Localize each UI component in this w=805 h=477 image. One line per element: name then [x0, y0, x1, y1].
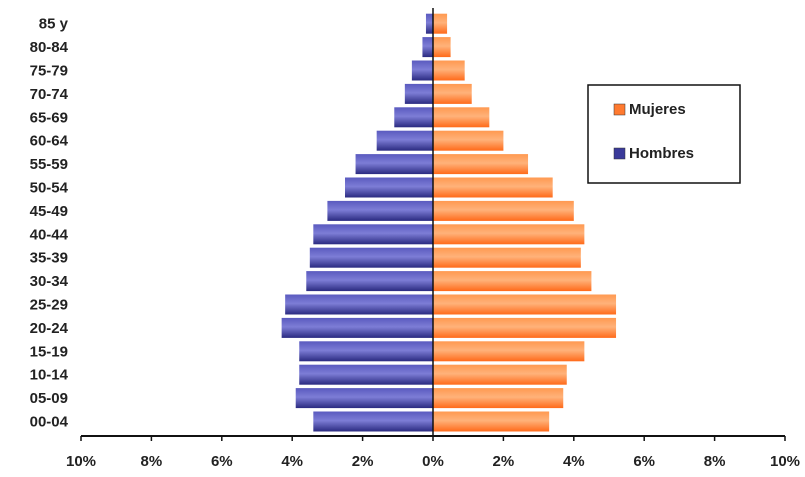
bar-mujeres-35-39 — [433, 247, 581, 268]
bar-hombres-85-y — [425, 13, 433, 34]
bar-hombres-20-24 — [281, 317, 433, 338]
category-label: 50-54 — [30, 180, 69, 197]
bar-mujeres-30-34 — [433, 271, 592, 292]
bar-mujeres-80-84 — [433, 37, 451, 58]
x-tick-label: 10% — [66, 453, 96, 470]
legend-label-hombres: Hombres — [629, 145, 694, 162]
category-label: 80-84 — [30, 39, 69, 56]
x-tick-label: 4% — [281, 453, 303, 470]
category-label: 65-69 — [30, 109, 68, 126]
x-tick-label: 4% — [563, 453, 585, 470]
category-label: 40-44 — [30, 226, 69, 243]
x-tick-label: 8% — [704, 453, 726, 470]
bar-hombres-65-69 — [394, 107, 433, 128]
category-label: 70-74 — [30, 86, 69, 103]
bar-hombres-70-74 — [404, 83, 433, 104]
bar-hombres-80-84 — [422, 37, 433, 58]
bar-hombres-50-54 — [345, 177, 433, 198]
bar-hombres-75-79 — [411, 60, 433, 81]
category-label: 20-24 — [30, 320, 69, 337]
bar-hombres-10-14 — [299, 364, 433, 385]
x-tick-label: 0% — [422, 453, 444, 470]
bar-mujeres-00-04 — [433, 411, 550, 432]
category-label: 05-09 — [30, 390, 68, 407]
bar-hombres-60-64 — [376, 130, 433, 151]
bar-hombres-25-29 — [285, 294, 433, 315]
legend: Mujeres Hombres — [587, 84, 741, 184]
legend-label-mujeres: Mujeres — [629, 101, 686, 118]
bars-layer — [281, 13, 617, 432]
axis-layer: 85 y 80-84 75-79 70-74 65-69 60-64 55-59 50-54 4… — [30, 8, 800, 470]
bar-hombres-35-39 — [309, 247, 433, 268]
category-label: 15-19 — [30, 343, 68, 360]
category-label: 30-34 — [30, 273, 69, 290]
category-label: 25-29 — [30, 297, 68, 314]
bar-hombres-45-49 — [327, 200, 433, 221]
legend-swatch-hombres — [613, 147, 626, 160]
bar-mujeres-45-49 — [433, 200, 574, 221]
category-label: 85 y — [39, 16, 69, 33]
x-tick-label: 2% — [352, 453, 374, 470]
bar-hombres-40-44 — [313, 224, 433, 245]
bar-hombres-00-04 — [313, 411, 433, 432]
legend-swatch-mujeres — [613, 103, 626, 116]
bar-mujeres-40-44 — [433, 224, 585, 245]
category-label: 10-14 — [30, 367, 69, 384]
x-tick-label: 8% — [141, 453, 163, 470]
x-tick-label: 6% — [211, 453, 233, 470]
bar-hombres-15-19 — [299, 341, 433, 362]
bar-mujeres-60-64 — [433, 130, 504, 151]
x-tick-label: 2% — [493, 453, 515, 470]
category-label: 35-39 — [30, 250, 68, 267]
category-label: 60-64 — [30, 133, 69, 150]
bar-mujeres-75-79 — [433, 60, 465, 81]
bar-mujeres-50-54 — [433, 177, 553, 198]
bar-mujeres-25-29 — [433, 294, 617, 315]
x-tick-label: 6% — [633, 453, 655, 470]
category-label: 00-04 — [30, 414, 69, 431]
bar-mujeres-85-y — [433, 13, 448, 34]
category-label: 55-59 — [30, 156, 68, 173]
bar-mujeres-20-24 — [433, 317, 617, 338]
bar-mujeres-10-14 — [433, 364, 567, 385]
bar-mujeres-55-59 — [433, 154, 529, 175]
bar-mujeres-65-69 — [433, 107, 490, 128]
bar-mujeres-70-74 — [433, 83, 472, 104]
bar-mujeres-15-19 — [433, 341, 585, 362]
x-tick-label: 10% — [770, 453, 800, 470]
bar-mujeres-05-09 — [433, 388, 564, 409]
bar-hombres-30-34 — [306, 271, 433, 292]
bar-hombres-05-09 — [295, 388, 433, 409]
bar-hombres-55-59 — [355, 154, 433, 175]
category-label: 45-49 — [30, 203, 68, 220]
category-label: 75-79 — [30, 63, 68, 80]
legend-box — [587, 84, 741, 184]
